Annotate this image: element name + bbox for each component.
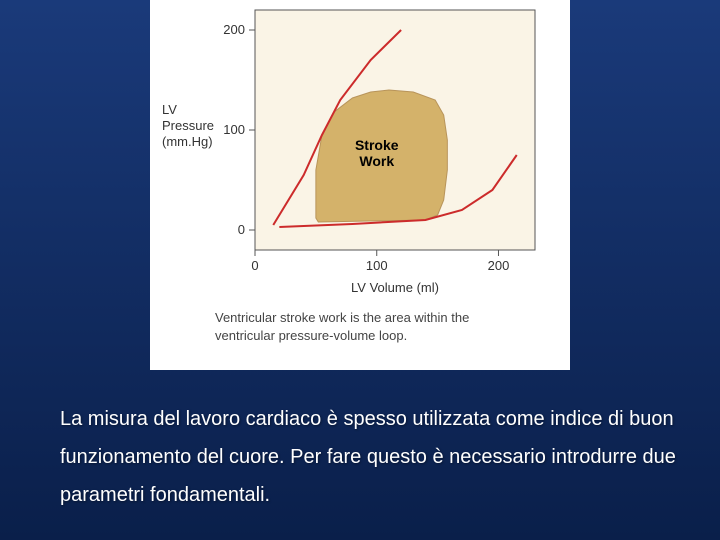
y-axis-label: Pressure: [162, 118, 214, 133]
y-tick-label: 0: [238, 222, 245, 237]
slide-body-text: La misura del lavoro cardiaco è spesso u…: [60, 400, 680, 514]
slide: 0 100 200 0 100 200 LVPressure(mm.Hg) LV Volume…: [0, 0, 720, 540]
y-axis-label: (mm.Hg): [162, 134, 213, 149]
pv-loop-chart: 0 100 200 0 100 200 LVPressure(mm.Hg) LV Volume…: [150, 0, 570, 370]
stroke-work-label: Work: [359, 153, 394, 169]
x-tick-label: 0: [251, 258, 258, 273]
figure-caption: Ventricular stroke work is the area with…: [215, 310, 469, 325]
x-tick-label: 100: [366, 258, 388, 273]
y-tick-label: 100: [223, 122, 245, 137]
y-tick-label: 200: [223, 22, 245, 37]
x-axis-label: LV Volume (ml): [351, 280, 439, 295]
figure-panel: 0 100 200 0 100 200 LVPressure(mm.Hg) LV Volume…: [150, 0, 570, 370]
stroke-work-label: Stroke: [355, 137, 399, 153]
x-tick-label: 200: [488, 258, 510, 273]
y-axis-label: LV: [162, 102, 177, 117]
figure-caption: ventricular pressure-volume loop.: [215, 328, 407, 343]
